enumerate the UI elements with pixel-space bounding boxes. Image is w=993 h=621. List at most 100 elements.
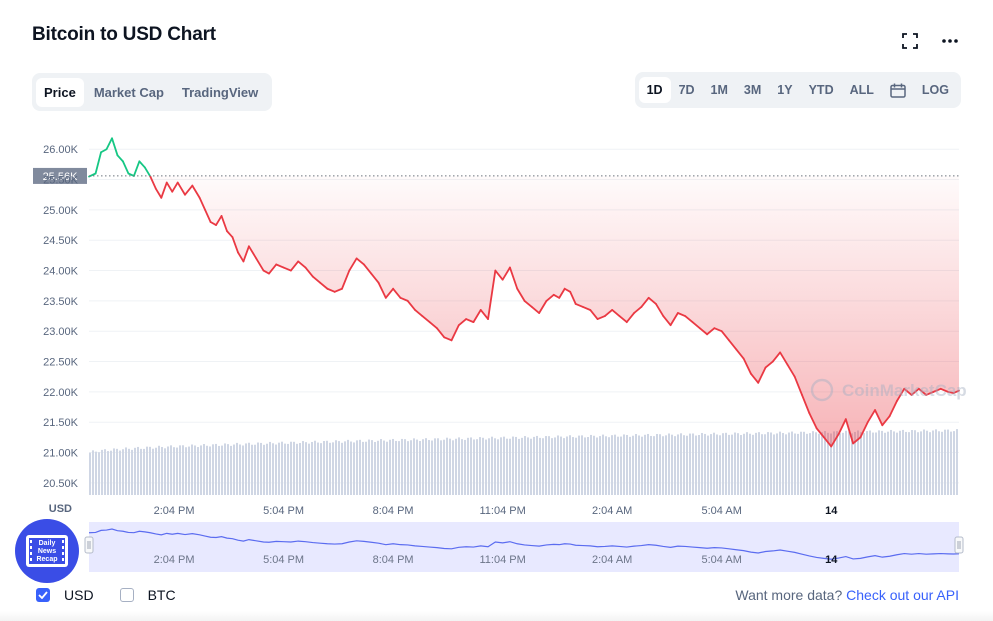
range-3m[interactable]: 3M	[743, 83, 762, 97]
volume-bar	[830, 433, 832, 495]
price-line-segment	[735, 348, 745, 360]
tab-price[interactable]: Price	[36, 77, 84, 107]
y-tick-label: 21.00K	[43, 448, 79, 460]
volume-bar	[410, 440, 412, 495]
price-line-segment	[574, 303, 584, 308]
volume-bar	[581, 435, 583, 495]
volume-bar	[608, 437, 610, 495]
volume-bar	[443, 439, 445, 495]
volume-bar	[227, 444, 229, 495]
price-line-segment	[563, 287, 572, 293]
price-line-segment	[160, 181, 168, 199]
volume-bar	[632, 435, 634, 495]
volume-bar	[275, 444, 277, 495]
volume-bar	[593, 435, 595, 495]
price-line-segment	[209, 221, 217, 226]
volume-bar	[146, 446, 148, 495]
price-chart[interactable]: 25.56K 26.00K 25.50K 25.00K 24.50K 24.00K 23.…	[0, 120, 993, 520]
volume-bar	[578, 435, 580, 495]
page-bottom-divider	[0, 611, 993, 621]
range-ytd[interactable]: YTD	[808, 83, 834, 97]
volume-bar	[368, 439, 370, 495]
y-tick-label: 24.50K	[43, 235, 79, 247]
reference-label: 25.56K	[43, 171, 79, 183]
price-line-segment	[248, 245, 258, 260]
price-line-segment	[311, 275, 321, 284]
volume-bar	[326, 440, 328, 495]
price-line-segment	[896, 387, 906, 402]
volume-bar	[494, 438, 496, 495]
price-line-segment	[625, 312, 635, 324]
navigator-x-axis: 2:04 PM 5:04 PM 8:04 PM 11:04 PM 2:04 AM 5:04…	[154, 554, 839, 566]
api-link[interactable]: Check out our API	[846, 587, 959, 603]
navigator-left-handle[interactable]	[84, 536, 94, 554]
price-line-segment	[589, 309, 599, 320]
price-line-segment	[932, 387, 942, 393]
price-line-segment	[786, 363, 796, 378]
range-7d[interactable]: 7D	[678, 83, 695, 97]
volume-bar	[653, 436, 655, 495]
btc-checkbox[interactable]: BTC	[119, 587, 176, 603]
price-line-segment	[720, 330, 730, 342]
range-navigator[interactable]: 2:04 PM 5:04 PM 8:04 PM 11:04 PM 2:04 AM 5:04…	[0, 518, 993, 574]
volume-bar	[215, 443, 217, 495]
usd-checkbox[interactable]: USD	[36, 587, 94, 603]
price-line-segment	[100, 148, 108, 154]
volume-bar	[923, 429, 925, 495]
price-line-segment	[611, 309, 621, 317]
price-line-segment	[370, 272, 380, 284]
price-line-segment	[523, 299, 533, 308]
volume-bar	[431, 440, 433, 495]
volume-bar	[392, 438, 394, 495]
volume-bar	[845, 430, 847, 495]
volume-bar	[641, 436, 643, 495]
navigator-right-handle[interactable]	[954, 536, 964, 554]
volume-bar	[671, 434, 673, 495]
volume-bar	[518, 438, 520, 495]
volume-bar	[746, 432, 748, 495]
calendar-icon[interactable]	[882, 79, 914, 102]
volume-bar	[137, 446, 139, 495]
volume-bar	[809, 433, 811, 495]
range-1m[interactable]: 1M	[710, 83, 728, 97]
volume-bar	[617, 436, 619, 495]
volume-bar	[875, 432, 877, 495]
volume-bar	[176, 447, 178, 495]
fullscreen-icon[interactable]	[899, 30, 921, 52]
volume-bar	[527, 437, 529, 495]
range-all[interactable]: ALL	[849, 83, 874, 97]
volume-bar	[812, 431, 814, 495]
volume-bar	[497, 439, 499, 495]
daily-news-recap-badge[interactable]: Daily News Recap	[15, 519, 79, 583]
volume-bar	[917, 432, 919, 495]
volume-bar	[284, 443, 286, 495]
volume-bar	[941, 431, 943, 495]
range-1y[interactable]: 1Y	[777, 83, 793, 97]
badge-line-2: News	[38, 548, 56, 555]
tab-tradingview[interactable]: TradingView	[181, 84, 259, 100]
more-icon[interactable]	[939, 30, 961, 52]
volume-bar	[185, 447, 187, 495]
tab-market-cap[interactable]: Market Cap	[93, 84, 164, 100]
price-line-segment	[501, 266, 511, 281]
navigator-selection[interactable]	[89, 522, 959, 572]
volume-bar	[839, 433, 841, 495]
navigator-x-tick-label: 5:04 PM	[263, 554, 304, 566]
volume-bar	[680, 433, 682, 495]
volume-bar	[212, 444, 214, 495]
log-scale-toggle[interactable]: LOG	[921, 83, 949, 97]
volume-bar	[686, 435, 688, 495]
price-line-group	[88, 137, 960, 448]
volume-bar	[290, 441, 292, 495]
price-line-segment	[465, 318, 475, 324]
price-line-segment	[414, 309, 424, 317]
volume-bar	[548, 436, 550, 495]
volume-bar	[398, 441, 400, 495]
volume-bar	[170, 445, 172, 495]
volume-bar	[245, 443, 247, 495]
volume-bar	[335, 440, 337, 495]
volume-bar	[674, 436, 676, 495]
range-1d[interactable]: 1D	[638, 77, 671, 103]
volume-bar	[914, 430, 916, 495]
volume-bar	[695, 435, 697, 495]
